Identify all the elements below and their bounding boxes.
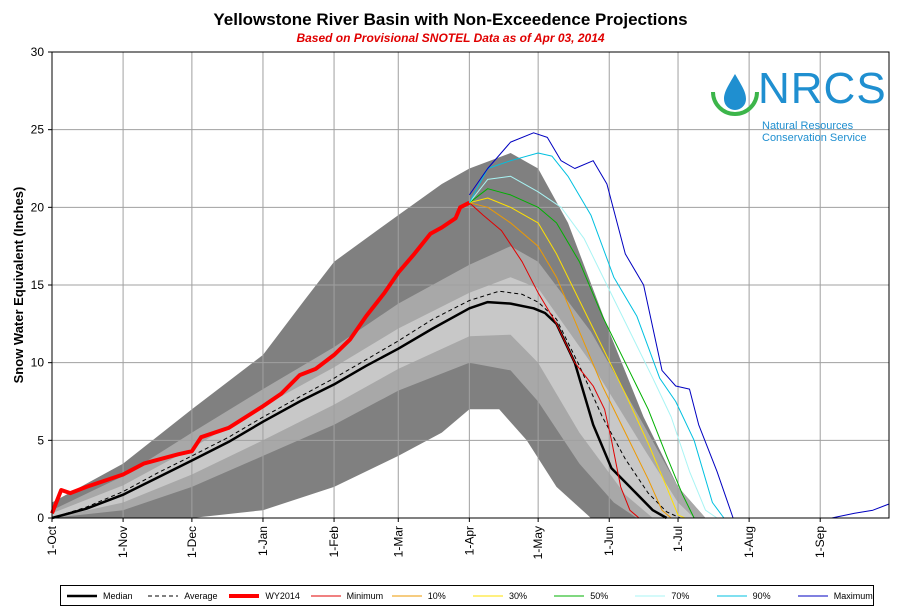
legend-label: 30% [509,590,528,601]
x-tick-label: 1-Dec [185,526,199,558]
series-line-wy2014 [50,200,471,515]
legend-swatch [67,594,97,597]
legend-swatch [148,595,179,596]
x-tick-label: 1-Jan [256,526,270,556]
series-line-10pct [469,202,672,519]
series-line-90pct [468,152,725,519]
legend-item: 30% [471,586,527,605]
series-line-average [51,290,681,519]
legend-item: WY2014 [227,586,300,605]
legend-label: 50% [590,590,609,601]
nrcs-logo: NRCS Natural Resources Conservation Serv… [710,64,886,148]
x-tick-label: 1-Aug [742,526,756,558]
x-tick-label: 1-Sep [813,526,827,558]
y-axis-ticks: 0 5 10 15 20 25 30 [31,45,52,525]
legend-label: Maximum [833,590,873,601]
y-tick-label: 0 [37,511,44,525]
series-lines [50,132,890,520]
logo-line-1: Natural Resources [762,120,854,132]
logo-letters: NRCS [758,64,887,113]
legend-swatch [310,595,341,596]
series-line-maximum [468,132,734,519]
legend-swatch [391,595,422,596]
legend-item: 50% [552,586,608,605]
x-tick-label: 1-Oct [45,525,59,555]
legend-label: Average [184,590,218,601]
legend: Median Average WY2014 Minimum 10% 30% 50% 70% 90… [60,585,874,606]
legend-item: 10% [390,586,446,605]
series-line-50pct [469,188,695,519]
y-tick-label: 30 [31,45,45,59]
legend-label: WY2014 [265,590,300,601]
legend-swatch [716,595,747,596]
legend-swatch [229,593,260,598]
water-drop-icon [711,74,759,116]
series-line-minimum [469,202,640,519]
legend-swatch [635,595,666,596]
x-tick-label: 1-Apr [462,526,476,555]
percentile-bands [52,153,706,518]
y-tick-label: 20 [31,200,45,214]
x-tick-label: 1-Jul [671,526,685,552]
chart-title: Yellowstone River Basin with Non-Exceede… [213,10,688,29]
y-axis-label: Snow Water Equivalent (Inches) [11,187,26,384]
legend-label: Minimum [346,590,384,601]
legend-label: 90% [752,590,771,601]
x-tick-label: 1-Nov [116,526,130,558]
x-tick-label: 1-May [531,526,545,559]
legend-item: 70% [633,586,689,605]
x-tick-label: 1-Feb [327,526,341,558]
chart-subtitle: Based on Provisional SNOTEL Data as of A… [296,31,605,45]
legend-item: Minimum [309,586,384,605]
series-line-70pct [469,175,718,519]
legend-item: 90% [715,586,771,605]
y-tick-label: 15 [31,278,45,292]
band-70-30 [52,277,695,518]
legend-swatch [797,595,828,596]
y-tick-label: 10 [31,356,45,370]
legend-item: Average [146,586,218,605]
y-tick-label: 25 [31,123,45,137]
x-tick-label: 1-Mar [391,526,405,557]
logo-line-2: Conservation Service [762,132,867,144]
legend-swatch [554,595,585,596]
x-tick-label: 1-Jun [602,526,616,556]
legend-label: 10% [427,590,446,601]
legend-swatch [473,595,503,596]
legend-item: Maximum [796,586,873,605]
legend-label: Median [103,590,133,601]
grid-lines [52,52,889,518]
legend-item: Median [65,586,133,605]
y-tick-label: 5 [37,433,44,447]
series-line-30pct [469,197,686,519]
series-line-median [51,300,668,520]
x-axis-ticks: 1-Oct 1-Nov 1-Dec 1-Jan 1-Feb 1-Mar 1-Apr 1-May… [45,518,827,559]
legend-label: 70% [671,590,690,601]
